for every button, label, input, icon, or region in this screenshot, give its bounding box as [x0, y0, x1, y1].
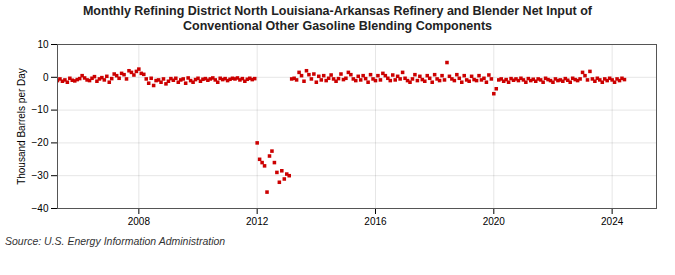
svg-text:−20: −20 — [32, 137, 49, 148]
svg-text:2008: 2008 — [128, 216, 151, 227]
svg-text:−30: −30 — [32, 170, 49, 181]
svg-text:10: 10 — [37, 39, 49, 50]
svg-text:2016: 2016 — [364, 216, 387, 227]
svg-text:−40: −40 — [32, 203, 49, 214]
html-text:Source: U.S. Energy Informatio: Source: U.S. Energy Information Administ… — [5, 235, 226, 247]
svg-text:2012: 2012 — [246, 216, 269, 227]
html-text:Monthly Refining District Nort: Monthly Refining District North Louisian… — [83, 4, 592, 18]
svg-text:0: 0 — [43, 72, 49, 83]
html-text:Conventional Other Gasoline Bl: Conventional Other Gasoline Blending Com… — [183, 19, 492, 33]
svg-text:2024: 2024 — [601, 216, 624, 227]
svg-text:2020: 2020 — [483, 216, 506, 227]
svg-text:Thousand Barrels per Day: Thousand Barrels per Day — [16, 68, 27, 185]
svg-text:−10: −10 — [32, 104, 49, 115]
